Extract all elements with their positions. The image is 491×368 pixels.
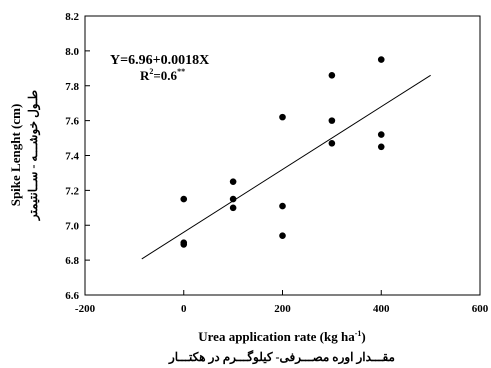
x-tick-label: 600 — [472, 303, 489, 315]
data-point — [377, 131, 385, 138]
regression-line — [141, 74, 431, 260]
x-axis-ticks: -200 0 200 400 600 — [75, 290, 489, 315]
data-point — [279, 232, 286, 240]
data-point — [377, 56, 385, 63]
y-tick-label: 7.0 — [65, 220, 79, 232]
r-squared-label: R2=0.6** — [140, 67, 185, 83]
y-tick-label: 6.8 — [65, 255, 79, 267]
y-axis-label-persian: طـول خوشـــه - ســانتیمتر — [26, 90, 41, 221]
y-tick-label: 8.0 — [65, 46, 79, 58]
x-tick-label: -200 — [75, 303, 96, 315]
data-point — [328, 139, 336, 147]
y-tick-label: 8.2 — [65, 11, 79, 23]
x-axis-label: Urea application rate (kg ha-1) — [198, 329, 366, 344]
data-point — [229, 204, 237, 212]
data-point — [328, 71, 336, 79]
data-point — [229, 195, 237, 203]
y-axis-ticks: 6.6 6.8 7.0 7.2 7.4 7.6 7.8 8.0 8.2 — [65, 11, 90, 302]
y-tick-label: 7.4 — [65, 151, 79, 163]
fit-line-group — [141, 74, 431, 260]
data-point — [180, 195, 188, 203]
x-tick-label: 200 — [274, 303, 291, 315]
x-axis-label-persian: مقـــدار اوره مصـــرفی- کیلوگـــرم در هک… — [168, 349, 395, 365]
y-tick-label: 7.2 — [65, 185, 79, 197]
data-point — [377, 143, 385, 151]
data-points — [180, 56, 385, 248]
regression-equation: Y=6.96+0.0018X — [110, 53, 209, 68]
data-point — [229, 178, 237, 185]
data-point — [180, 241, 188, 248]
data-point — [279, 113, 286, 121]
y-tick-label: 6.6 — [65, 290, 79, 302]
data-point — [328, 117, 336, 124]
x-tick-label: 400 — [373, 303, 390, 315]
data-point — [279, 202, 286, 210]
y-axis-label: Spike Lenght (cm) — [8, 104, 23, 207]
y-tick-label: 7.8 — [65, 81, 79, 93]
y-tick-label: 7.6 — [65, 116, 79, 128]
x-tick-label: 0 — [181, 303, 187, 315]
